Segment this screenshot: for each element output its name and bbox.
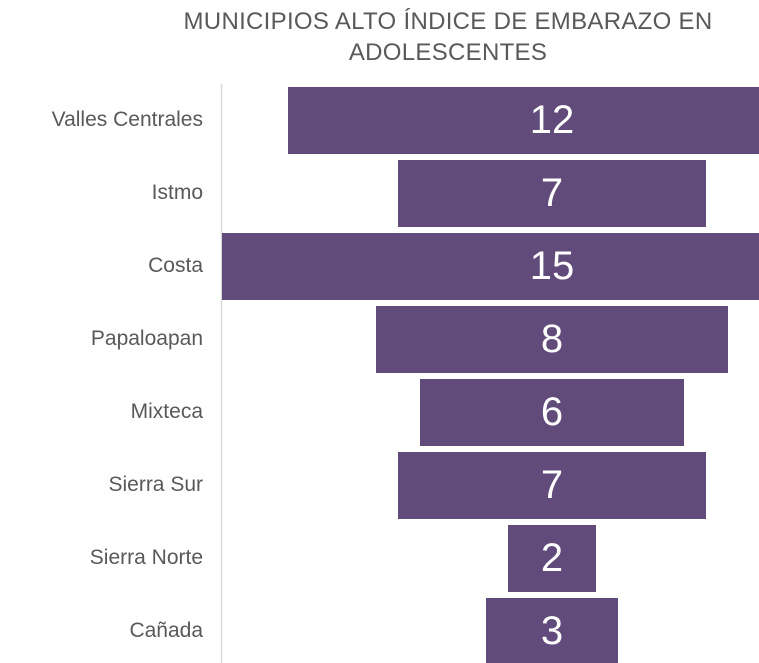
category-label: Valles Centrales [52, 108, 203, 131]
category-label: Istmo [152, 181, 203, 204]
bar [486, 598, 618, 663]
value-label: 7 [541, 463, 563, 507]
category-label: Cañada [129, 619, 203, 642]
value-label: 2 [541, 536, 563, 580]
value-label: 8 [541, 317, 563, 361]
bar [222, 233, 759, 300]
value-label: 6 [541, 390, 563, 434]
category-label: Papaloapan [91, 327, 203, 350]
bar [288, 87, 759, 154]
value-label: 3 [541, 609, 563, 653]
bar [376, 306, 728, 373]
category-label: Sierra Norte [90, 546, 203, 569]
value-label: 7 [541, 171, 563, 215]
bar [508, 525, 596, 592]
value-label: 12 [530, 98, 575, 142]
bar [398, 160, 706, 227]
bar [398, 452, 706, 519]
category-label: Mixteca [131, 400, 204, 423]
value-label: 15 [530, 244, 575, 288]
category-label: Sierra Sur [108, 473, 203, 496]
category-label: Costa [148, 254, 203, 277]
chart-title: MUNICIPIOS ALTO ÍNDICE DE EMBARAZO EN AD… [183, 8, 713, 66]
bar [420, 379, 684, 446]
